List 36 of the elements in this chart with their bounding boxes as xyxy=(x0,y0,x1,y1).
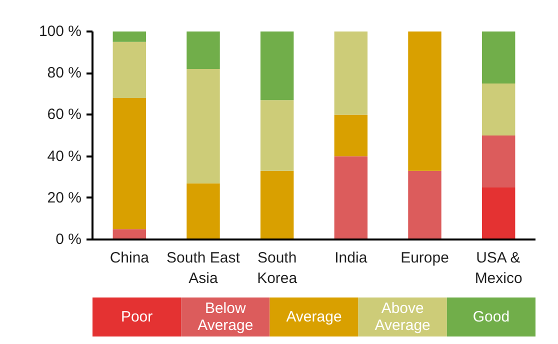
bar xyxy=(112,42,146,98)
bar xyxy=(112,229,146,240)
x-tick-label: China xyxy=(110,250,150,266)
y-tick-label: 40 % xyxy=(47,148,82,165)
bar xyxy=(186,183,220,240)
bar xyxy=(186,32,220,69)
bar xyxy=(408,32,442,171)
x-tick-label: South East Asia xyxy=(166,250,241,287)
bar xyxy=(482,84,516,136)
x-tick-label: South Korea xyxy=(257,250,298,287)
y-tick-label: 20 % xyxy=(47,189,82,206)
y-tick-label: 0 % xyxy=(56,231,82,248)
bar xyxy=(482,136,516,188)
bar xyxy=(482,32,516,84)
y-tick-label: 60 % xyxy=(47,106,82,124)
bar xyxy=(186,68,220,184)
text: Poor xyxy=(120,308,153,326)
bar xyxy=(482,188,516,240)
bar xyxy=(112,32,146,42)
bar xyxy=(112,98,146,230)
bar xyxy=(334,114,368,156)
bar xyxy=(334,32,368,115)
text: Below Average xyxy=(198,300,254,334)
bar xyxy=(408,170,442,240)
y-tick-label: 80 % xyxy=(47,64,82,82)
text: Above Average xyxy=(374,300,430,334)
x-tick-label: India xyxy=(334,250,368,266)
x-tick-label: Europe xyxy=(400,250,449,266)
bar xyxy=(334,156,368,240)
bar xyxy=(260,32,294,100)
bar xyxy=(260,170,294,240)
y-tick-label: 100 % xyxy=(38,23,82,40)
x-tick-label: USA & Mexico xyxy=(474,250,522,287)
text: Good xyxy=(472,308,510,326)
bar xyxy=(260,100,294,171)
text: Average xyxy=(286,308,342,326)
